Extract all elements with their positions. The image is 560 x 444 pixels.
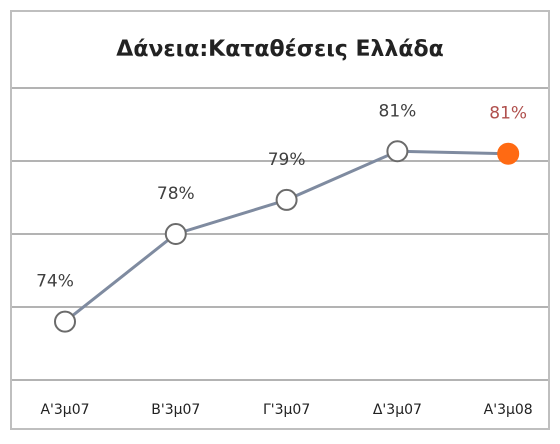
marker bbox=[54, 310, 76, 333]
data-label: 74% bbox=[36, 272, 74, 292]
x-tick-label: Α'3μ07 bbox=[40, 402, 89, 418]
chart-border bbox=[10, 10, 550, 430]
data-label: 81% bbox=[379, 101, 417, 121]
marker bbox=[164, 223, 187, 245]
x-tick-label: Γ'3μ07 bbox=[263, 402, 310, 418]
data-label: 78% bbox=[157, 184, 195, 204]
data-label: 79% bbox=[268, 150, 306, 170]
chart-title: Δάνεια:Καταθέσεις Ελλάδα bbox=[116, 37, 443, 62]
data-label: 81% bbox=[489, 104, 527, 124]
x-tick-label: Δ'3μ07 bbox=[373, 402, 422, 418]
marker bbox=[386, 140, 409, 163]
marker bbox=[275, 188, 298, 211]
x-tick-label: Α'3μ08 bbox=[484, 402, 533, 418]
marker bbox=[497, 142, 520, 165]
x-tick-label: Β'3μ07 bbox=[151, 402, 200, 418]
